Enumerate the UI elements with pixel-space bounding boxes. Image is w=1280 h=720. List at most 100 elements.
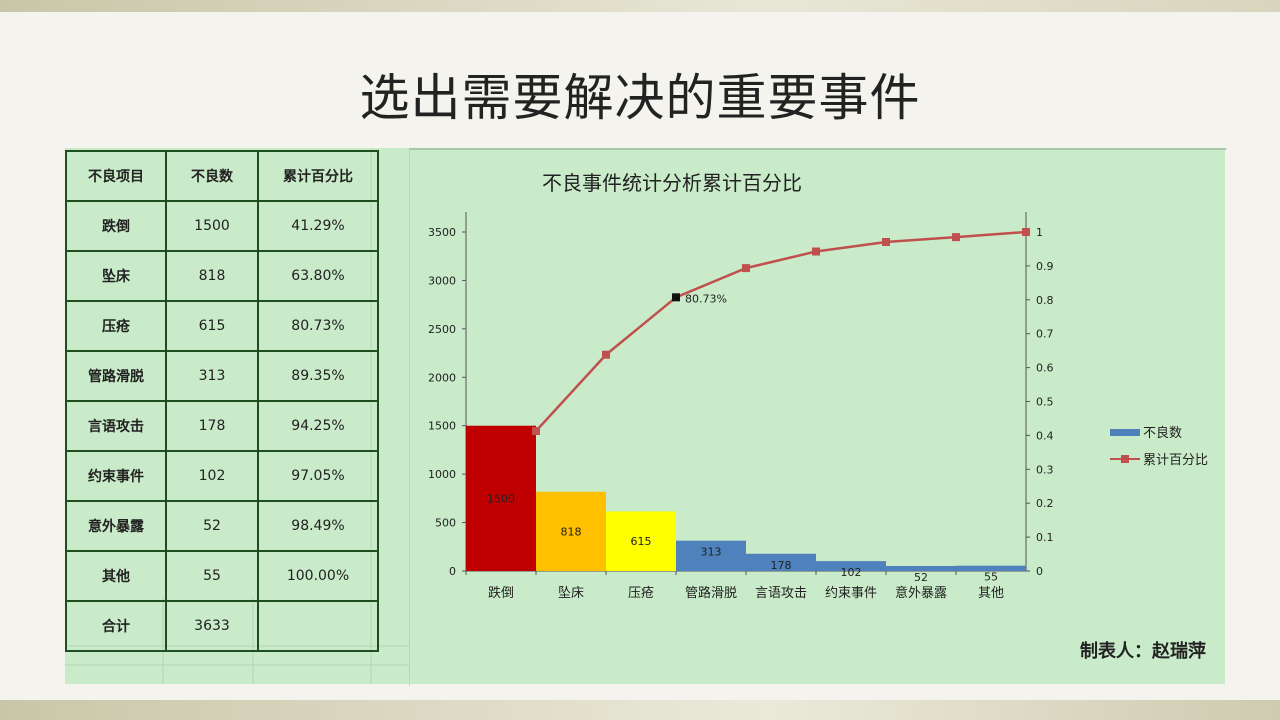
line-point — [602, 350, 610, 359]
chart-area: 不良事件统计分析累计百分比 0 500 1000 1500 2000 2500 3000 35… — [409, 148, 1226, 686]
line-point — [812, 247, 820, 256]
left-axis-tick-label: 500 — [435, 517, 456, 530]
left-axis-tick-label: 3000 — [428, 274, 456, 287]
legend-swatch-marker — [1121, 455, 1129, 463]
line-point — [672, 293, 680, 302]
table-row: 压疮 615 80.73% — [65, 300, 379, 352]
table-row: 言语攻击 178 94.25% — [65, 400, 379, 452]
bar-value-label: 55 — [984, 571, 998, 584]
x-tick-label: 意外暴露 — [895, 585, 947, 601]
line-point — [882, 238, 890, 247]
x-tick-label: 跌倒 — [488, 585, 514, 601]
legend-label-bar: 不良数 — [1143, 425, 1182, 441]
x-axis-labels: 跌倒 坠床 压疮 管路滑脱 言语攻击 约束事件 意外暴露 其他 — [465, 571, 1004, 601]
slide-title: 选出需要解决的重要事件 — [359, 69, 921, 127]
right-axis-tick-label: 0.9 — [1036, 260, 1054, 273]
table-row: 其他 55 100.00% — [65, 550, 379, 602]
percent-cell: 80.73% — [257, 300, 379, 352]
bar-series — [466, 425, 1026, 571]
count-cell: 102 — [165, 450, 259, 502]
percent-cell: 41.29% — [257, 200, 379, 252]
percent-cell: 89.35% — [257, 350, 379, 402]
header-cell: 累计百分比 — [257, 150, 379, 202]
bar-value-label: 818 — [561, 525, 582, 538]
table-area: 不良项目 不良数 累计百分比 跌倒 1500 41.29% 坠床 818 63.… — [65, 148, 409, 684]
left-axis-tick-label: 2500 — [428, 323, 456, 336]
bar-value-label: 615 — [631, 535, 652, 548]
item-cell: 压疮 — [65, 300, 167, 352]
data-table: 不良项目 不良数 累计百分比 跌倒 1500 41.29% 坠床 818 63.… — [65, 150, 379, 652]
line-point — [532, 427, 540, 436]
line-series: 80.73% — [532, 228, 1030, 436]
table-header-row: 不良项目 不良数 累计百分比 — [65, 150, 379, 202]
left-axis-tick-label: 0 — [449, 565, 456, 578]
total-label-cell: 合计 — [65, 600, 167, 652]
x-tick-label: 其他 — [978, 586, 1004, 601]
bar — [466, 425, 536, 571]
count-cell: 1500 — [165, 200, 259, 252]
percent-cell: 94.25% — [257, 400, 379, 452]
table-row: 意外暴露 52 98.49% — [65, 500, 379, 552]
table-row: 约束事件 102 97.05% — [65, 450, 379, 502]
left-axis-tick-label: 1000 — [428, 468, 456, 481]
item-cell: 管路滑脱 — [65, 350, 167, 402]
bar — [956, 565, 1026, 571]
table-total-row: 合计 3633 — [65, 600, 379, 652]
item-cell: 意外暴露 — [65, 500, 167, 552]
right-axis-tick-label: 0.3 — [1036, 463, 1054, 476]
x-tick-label: 坠床 — [558, 585, 584, 601]
chart-title: 不良事件统计分析累计百分比 — [542, 171, 802, 195]
x-tick-label: 言语攻击 — [755, 586, 807, 601]
left-axis-tick-label: 1500 — [428, 420, 456, 433]
cumulative-line — [535, 230, 1027, 432]
bar-labels: 1500 818 615 313 178 102 52 55 — [487, 492, 998, 584]
left-axis-tick-label: 2000 — [428, 371, 456, 384]
bar-value-label: 178 — [771, 559, 792, 572]
bar-value-label: 1500 — [487, 492, 515, 505]
table-row: 跌倒 1500 41.29% — [65, 200, 379, 252]
percent-cell: 63.80% — [257, 250, 379, 302]
x-tick-label: 压疮 — [628, 586, 654, 601]
percent-cell: 98.49% — [257, 500, 379, 552]
left-axis-tick-label: 3500 — [428, 226, 456, 239]
item-cell: 坠床 — [65, 250, 167, 302]
count-cell: 313 — [165, 350, 259, 402]
percent-cell: 97.05% — [257, 450, 379, 502]
count-cell: 818 — [165, 250, 259, 302]
bar-value-label: 102 — [841, 566, 862, 579]
bar-value-label: 52 — [914, 571, 928, 584]
table-row: 坠床 818 63.80% — [65, 250, 379, 302]
legend-label-line: 累计百分比 — [1143, 453, 1208, 468]
right-axis-tick-label: 0.2 — [1036, 497, 1054, 510]
item-cell: 其他 — [65, 550, 167, 602]
x-tick-label: 管路滑脱 — [685, 585, 737, 601]
line-point — [742, 264, 750, 273]
annotation-label: 80.73% — [685, 292, 727, 305]
bar — [676, 540, 746, 571]
bar — [746, 553, 816, 571]
table-row: 管路滑脱 313 89.35% — [65, 350, 379, 402]
item-cell: 跌倒 — [65, 200, 167, 252]
header-cell: 不良项目 — [65, 150, 167, 202]
right-axis-tick-label: 0.5 — [1036, 396, 1054, 409]
item-cell: 言语攻击 — [65, 400, 167, 452]
bottom-decor-band — [0, 700, 1280, 720]
header-cell: 不良数 — [165, 150, 259, 202]
count-cell: 52 — [165, 500, 259, 552]
total-percent-cell — [257, 600, 379, 652]
bar — [886, 565, 956, 571]
right-axis-tick-label: 0 — [1036, 565, 1043, 578]
legend-swatch-bar — [1110, 429, 1140, 436]
item-cell: 约束事件 — [65, 450, 167, 502]
bar-value-label: 313 — [701, 546, 722, 559]
pareto-chart: 不良事件统计分析累计百分比 0 500 1000 1500 2000 2500 3000 35… — [428, 171, 1208, 662]
count-cell: 615 — [165, 300, 259, 352]
top-decor-band — [0, 0, 1280, 12]
right-axis-tick-label: 0.7 — [1036, 328, 1054, 341]
total-count-cell: 3633 — [165, 600, 259, 652]
bar — [606, 511, 676, 571]
line-point — [952, 233, 960, 242]
percent-cell: 100.00% — [257, 550, 379, 602]
right-axis-tick-label: 0.6 — [1036, 362, 1054, 375]
content-panel: 不良项目 不良数 累计百分比 跌倒 1500 41.29% 坠床 818 63.… — [65, 148, 1226, 686]
